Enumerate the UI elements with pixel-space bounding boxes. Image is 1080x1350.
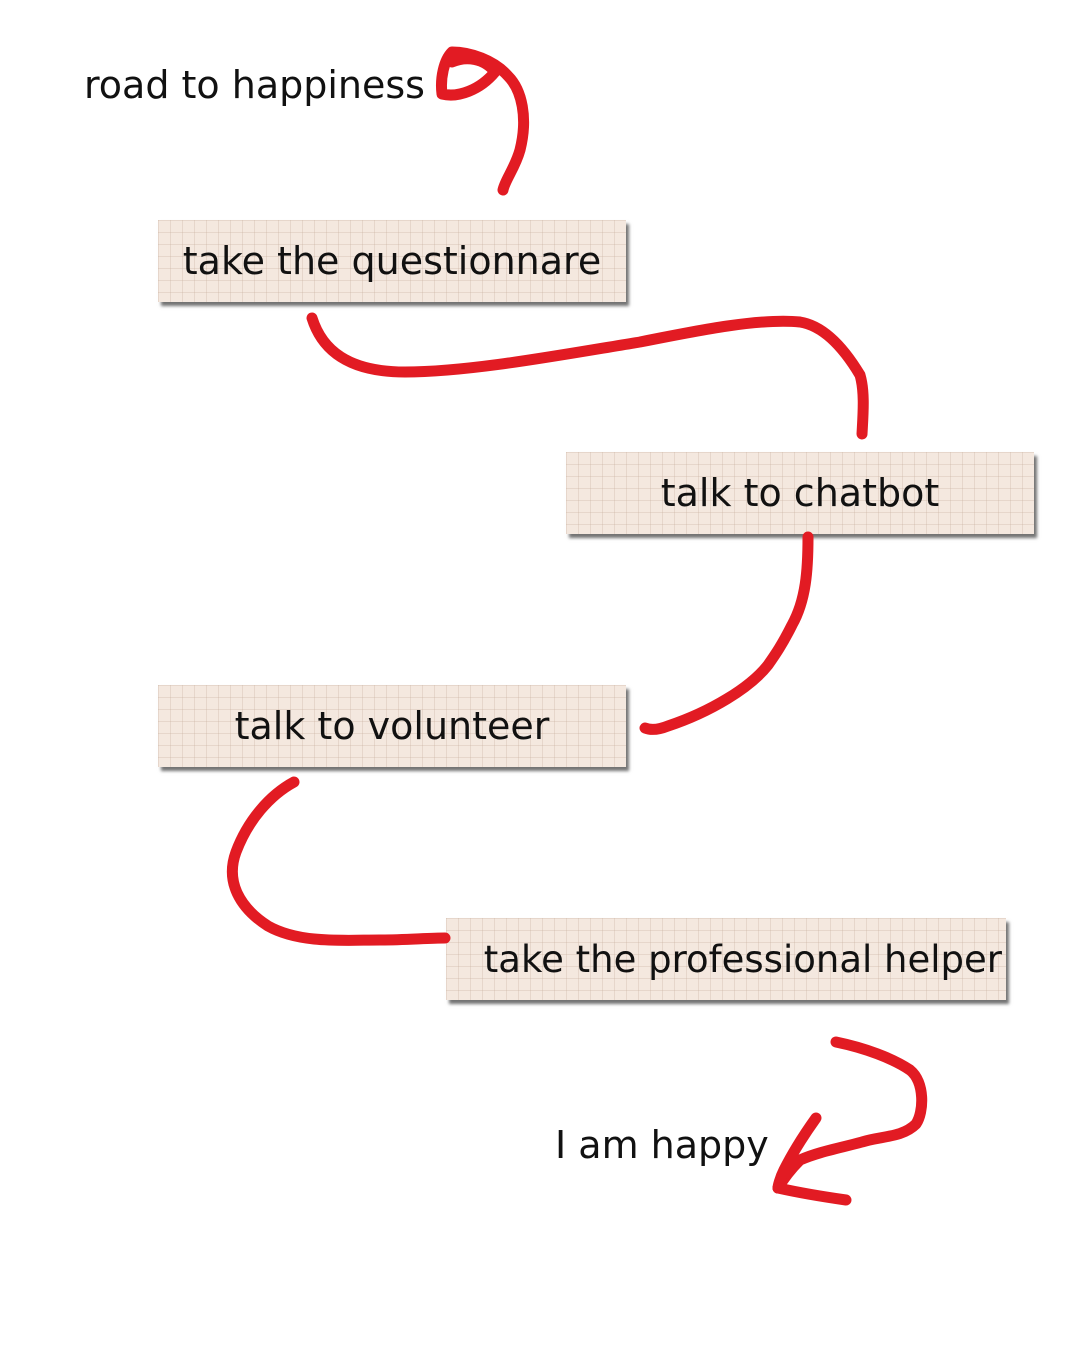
end-text: I am happy (555, 1123, 769, 1167)
step-box-volunteer: talk to volunteer (158, 685, 626, 767)
step-box-professional-helper: take the professional helper (446, 918, 1006, 1000)
arrow-to-end (772, 1036, 928, 1194)
arrow-to-title (436, 46, 530, 196)
step-label: talk to chatbot (660, 471, 940, 515)
step-label: take the questionnare (182, 239, 602, 283)
step-label: talk to volunteer (234, 704, 550, 748)
diagram-title: road to happiness (84, 63, 425, 107)
step-box-questionnaire: take the questionnare (158, 220, 626, 302)
arrow-chatbot-to-volunteer (639, 531, 814, 735)
step-label: take the professional helper (483, 937, 1002, 981)
step-box-chatbot: talk to chatbot (566, 452, 1034, 534)
arrowhead-upper (772, 1112, 822, 1194)
arrowhead-lower (772, 1182, 852, 1206)
arrow-questionnaire-to-chatbot (306, 312, 869, 440)
arrow-volunteer-to-professional (226, 776, 451, 946)
